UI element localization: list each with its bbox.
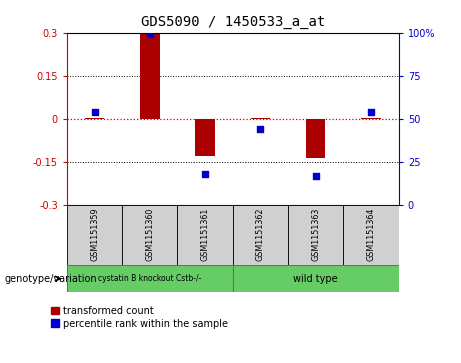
Bar	[85, 118, 104, 119]
Bar	[343, 205, 399, 265]
Point	[91, 109, 98, 115]
Bar	[306, 119, 325, 158]
Text: GSM1151363: GSM1151363	[311, 207, 320, 261]
Point	[201, 171, 209, 177]
Text: GSM1151362: GSM1151362	[256, 207, 265, 261]
Bar	[67, 265, 233, 292]
Bar	[361, 118, 381, 119]
Title: GDS5090 / 1450533_a_at: GDS5090 / 1450533_a_at	[141, 15, 325, 29]
Bar	[251, 118, 270, 119]
Text: wild type: wild type	[294, 274, 338, 284]
Bar	[288, 205, 343, 265]
Point	[257, 126, 264, 132]
Bar	[233, 205, 288, 265]
Point	[146, 32, 154, 37]
Point	[312, 173, 319, 179]
Text: genotype/variation: genotype/variation	[5, 274, 97, 284]
Text: cystatin B knockout Cstb-/-: cystatin B knockout Cstb-/-	[98, 274, 201, 283]
Text: GSM1151359: GSM1151359	[90, 207, 99, 261]
Bar	[140, 34, 160, 119]
Text: GSM1151364: GSM1151364	[366, 207, 376, 261]
Bar	[233, 265, 399, 292]
Text: GSM1151360: GSM1151360	[145, 207, 154, 261]
Point	[367, 109, 375, 115]
Text: GSM1151361: GSM1151361	[201, 207, 210, 261]
Bar	[177, 205, 233, 265]
Legend: transformed count, percentile rank within the sample: transformed count, percentile rank withi…	[51, 306, 228, 329]
Bar	[122, 205, 177, 265]
Bar	[67, 205, 122, 265]
Bar	[195, 119, 215, 156]
